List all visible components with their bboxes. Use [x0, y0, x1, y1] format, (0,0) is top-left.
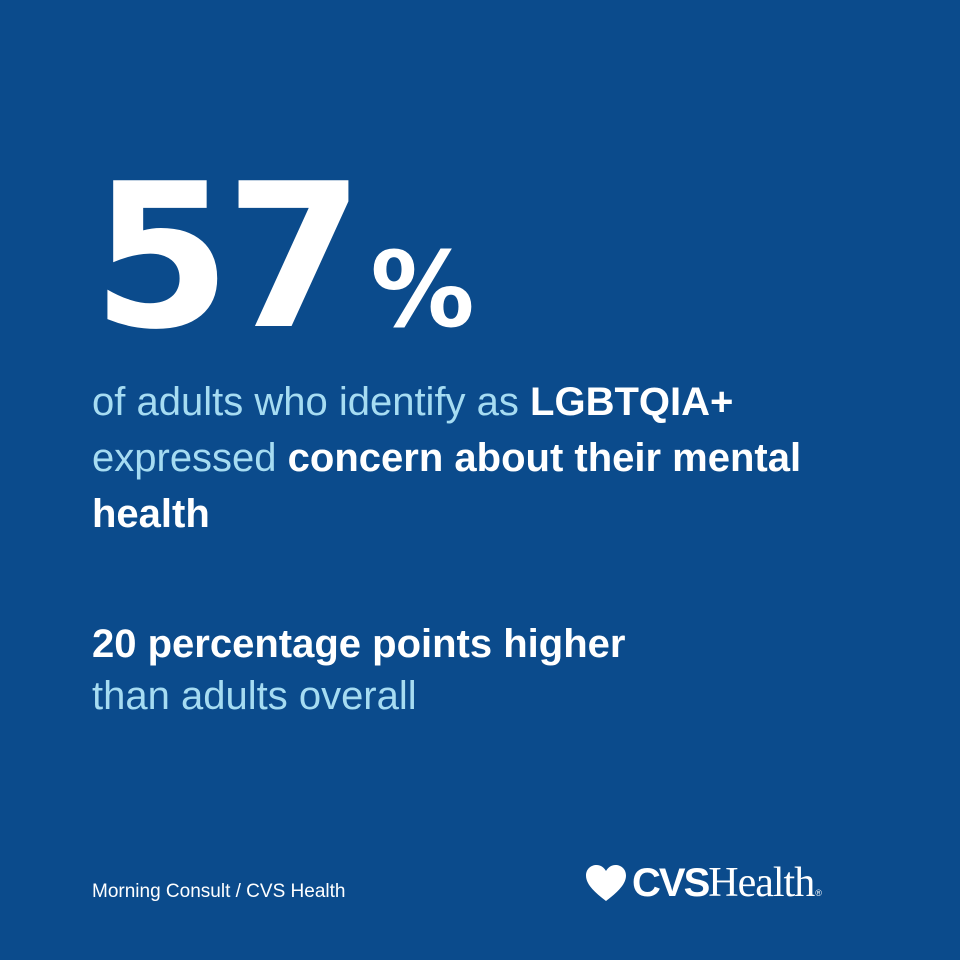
comparison-highlight: 20 percentage points higher: [92, 622, 626, 666]
heart-icon: [586, 865, 626, 901]
statement-part2: expressed: [92, 436, 288, 480]
big-stat: 57%: [92, 158, 475, 358]
stat-unit: %: [370, 229, 475, 351]
cvs-health-logo: CVS Health ®: [584, 862, 822, 904]
comparison-rest: than adults overall: [92, 674, 417, 718]
statement-part1: of adults who identify as: [92, 380, 531, 424]
statement-text: of adults who identify as LGBTQIA+ expre…: [92, 374, 912, 542]
comparison-text: 20 percentage points higher than adults …: [92, 618, 912, 722]
statement-highlight2: concern about their mental health: [92, 436, 802, 536]
logo-registered-mark: ®: [815, 888, 822, 898]
logo-brand: CVS: [632, 861, 710, 905]
logo-word: Health: [708, 860, 815, 906]
statement-highlight1: LGBTQIA+: [530, 380, 734, 424]
source-credit: Morning Consult / CVS Health: [92, 881, 346, 902]
stat-value: 57: [92, 141, 364, 374]
